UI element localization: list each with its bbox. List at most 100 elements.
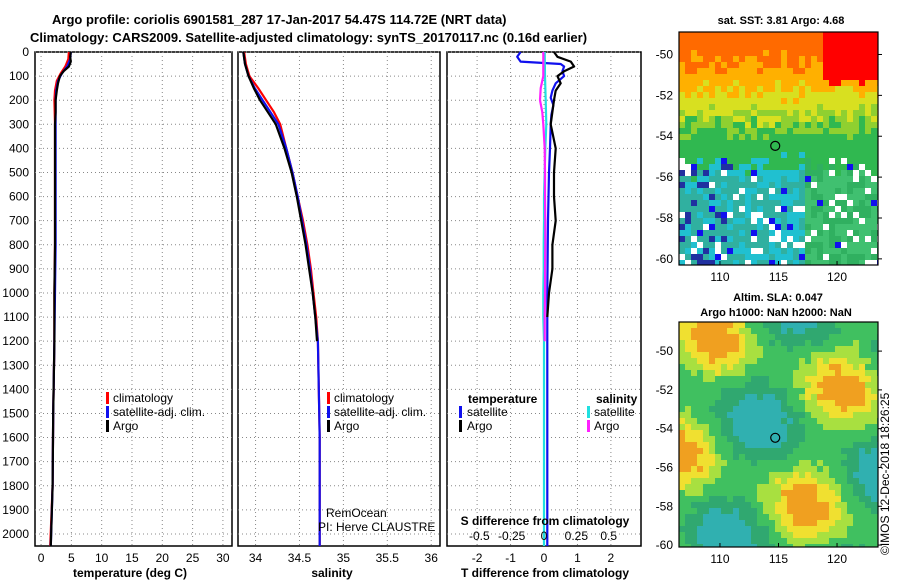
map-cell xyxy=(817,74,823,80)
map-cell xyxy=(715,400,721,406)
map-cell xyxy=(811,56,817,62)
map-cell xyxy=(829,496,835,502)
map-cell xyxy=(727,538,733,544)
map-cell xyxy=(865,158,871,164)
map-cell xyxy=(853,382,859,388)
map-cell xyxy=(871,472,877,478)
map-cell xyxy=(793,200,799,206)
map-cell xyxy=(715,364,721,370)
map-cell xyxy=(769,454,775,460)
map-cell xyxy=(799,56,805,62)
map-cell xyxy=(679,164,685,170)
map-cell xyxy=(775,56,781,62)
map-cell xyxy=(709,532,715,538)
map-cell xyxy=(847,98,853,104)
map-cell xyxy=(817,394,823,400)
map-cell xyxy=(871,230,877,236)
map-cell xyxy=(829,260,835,265)
map-cell xyxy=(811,50,817,56)
map-cell xyxy=(811,418,817,424)
map-cell xyxy=(703,146,709,152)
map-cell xyxy=(841,128,847,134)
map-cell xyxy=(853,406,859,412)
map-cell xyxy=(817,68,823,74)
map-cell xyxy=(805,376,811,382)
map-cell xyxy=(775,134,781,140)
map-cell xyxy=(853,254,859,260)
map-cell xyxy=(799,206,805,212)
map-cell xyxy=(769,496,775,502)
map-cell xyxy=(733,352,739,358)
difference-legend: temperature satellite Argo salinity sate… xyxy=(459,392,638,433)
map-cell xyxy=(697,74,703,80)
map-cell xyxy=(703,128,709,134)
map-cell xyxy=(787,164,793,170)
map-cell xyxy=(769,218,775,224)
map-cell xyxy=(709,508,715,514)
map-cell xyxy=(823,146,829,152)
map-cell xyxy=(871,200,877,206)
map-cell xyxy=(835,140,841,146)
legend-argo-swatch xyxy=(106,420,109,432)
map-cell xyxy=(847,104,853,110)
map-cell xyxy=(751,68,757,74)
map-cell xyxy=(739,44,745,50)
map-cell xyxy=(751,236,757,242)
map-cell xyxy=(865,110,871,116)
map-cell xyxy=(811,424,817,430)
map-cell xyxy=(817,242,823,248)
map-y-tick-label: -56 xyxy=(656,460,674,474)
map-cell xyxy=(793,472,799,478)
map-cell xyxy=(793,460,799,466)
map-cell xyxy=(841,224,847,230)
map-cell xyxy=(709,80,715,86)
map-cell xyxy=(811,38,817,44)
map-cell xyxy=(829,364,835,370)
map-cell xyxy=(739,370,745,376)
map-cell xyxy=(733,92,739,98)
map-cell xyxy=(871,454,877,460)
map-cell xyxy=(727,236,733,242)
map-cell xyxy=(751,400,757,406)
map-cell xyxy=(709,460,715,466)
map-cell xyxy=(763,218,769,224)
map-cell xyxy=(823,424,829,430)
map-cell xyxy=(679,194,685,200)
map-cell xyxy=(739,358,745,364)
map-cell xyxy=(829,248,835,254)
map-cell xyxy=(685,478,691,484)
map-cell xyxy=(871,146,877,152)
map-cell xyxy=(847,406,853,412)
map-cell xyxy=(745,388,751,394)
map-cell xyxy=(781,346,787,352)
map-cell xyxy=(823,158,829,164)
map-cell xyxy=(685,164,691,170)
map-cell xyxy=(787,128,793,134)
map-cell xyxy=(721,460,727,466)
map-cell xyxy=(757,152,763,158)
map-cell xyxy=(835,322,841,328)
map-cell xyxy=(781,502,787,508)
map-cell xyxy=(865,454,871,460)
map-cell xyxy=(787,388,793,394)
map-cell xyxy=(763,478,769,484)
map-cell xyxy=(865,352,871,358)
map-cell xyxy=(775,418,781,424)
map-cell xyxy=(871,224,877,230)
map-cell xyxy=(841,490,847,496)
argo-position-marker xyxy=(770,140,781,151)
map-cell xyxy=(715,442,721,448)
map-cell xyxy=(793,424,799,430)
map-cell xyxy=(775,50,781,56)
map-x-tick-label: 115 xyxy=(769,270,788,284)
map-cell xyxy=(715,466,721,472)
map-cell xyxy=(817,340,823,346)
map-cell xyxy=(871,496,877,502)
map-cell xyxy=(685,188,691,194)
map-cell xyxy=(733,412,739,418)
map-cell xyxy=(697,254,703,260)
map-cell xyxy=(715,520,721,526)
map-cell xyxy=(709,140,715,146)
map-cell xyxy=(775,122,781,128)
map-cell xyxy=(829,328,835,334)
